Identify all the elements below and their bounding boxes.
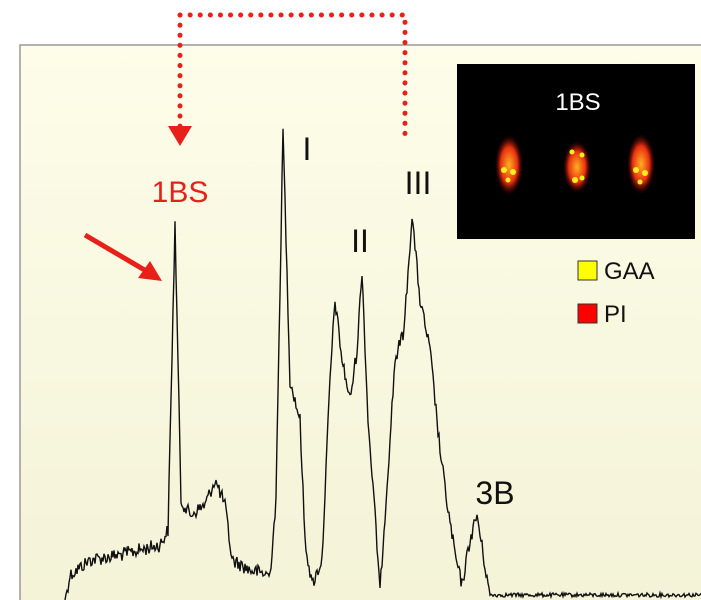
connector xyxy=(177,12,408,143)
inset: 1BS xyxy=(457,64,695,239)
chromosome xyxy=(563,141,591,193)
trace xyxy=(64,128,701,600)
peak-label: 1BS xyxy=(152,176,209,209)
peak-label: I xyxy=(303,131,312,167)
legend: GAA PI xyxy=(577,258,655,328)
legend-label: GAA xyxy=(604,258,655,285)
arrow-head xyxy=(138,261,162,281)
panel-border xyxy=(19,44,701,600)
chromosome xyxy=(495,135,523,195)
arrow xyxy=(83,232,150,275)
legend-swatch xyxy=(577,303,598,324)
legend-label: PI xyxy=(604,301,627,328)
peak-label: III xyxy=(405,165,432,201)
legend-swatch xyxy=(577,260,598,281)
connector-arrowhead xyxy=(168,126,192,146)
peak-label: 3B xyxy=(475,475,514,511)
inset-title: 1BS xyxy=(555,89,600,116)
chromosome xyxy=(627,134,655,194)
peak-label: II xyxy=(351,223,369,259)
